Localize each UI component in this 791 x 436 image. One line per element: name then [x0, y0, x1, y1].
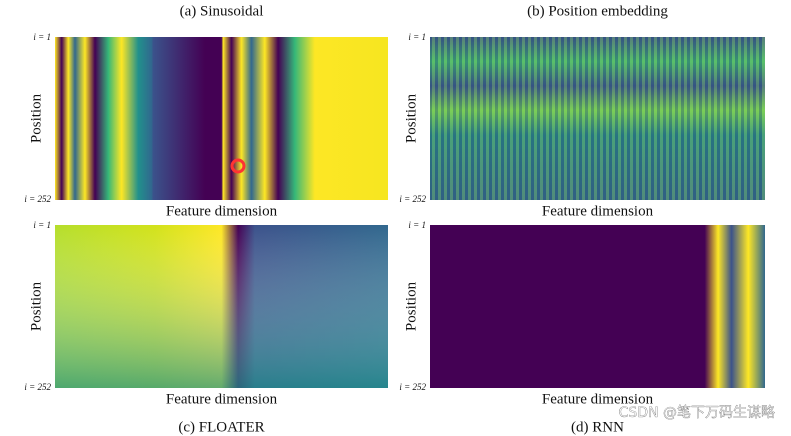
y-top-label: i = 1 [408, 220, 426, 230]
y-axis-label: Position [403, 93, 419, 143]
x-axis-label: Feature dimension [542, 203, 654, 219]
y-axis-label: Position [28, 281, 44, 331]
y-axis-label: Position [28, 93, 44, 143]
cursor-marker [230, 158, 246, 174]
heatmap [430, 225, 765, 388]
x-axis-label: Feature dimension [166, 203, 278, 219]
x-axis-label: Feature dimension [542, 391, 654, 407]
y-bottom-label: i = 252 [24, 194, 51, 204]
heatmap-texture [430, 37, 765, 200]
watermark: CSDN @笔下万码生谋略 [619, 405, 775, 421]
y-top-label: i = 1 [408, 32, 426, 42]
y-axis-label: Position [403, 281, 419, 331]
panel-title: (c) FLOATER [178, 419, 264, 435]
y-top-label: i = 1 [33, 32, 51, 42]
y-top-label: i = 1 [33, 220, 51, 230]
panel-title: (d) RNN [571, 419, 624, 435]
y-bottom-label: i = 252 [399, 382, 426, 392]
panel-title: (b) Position embedding [527, 3, 668, 19]
heatmap [55, 37, 388, 200]
y-bottom-label: i = 252 [24, 382, 51, 392]
y-bottom-label: i = 252 [399, 194, 426, 204]
x-axis-label: Feature dimension [166, 391, 278, 407]
heatmap-shade [55, 225, 388, 388]
panel-title: (a) Sinusoidal [180, 3, 264, 19]
